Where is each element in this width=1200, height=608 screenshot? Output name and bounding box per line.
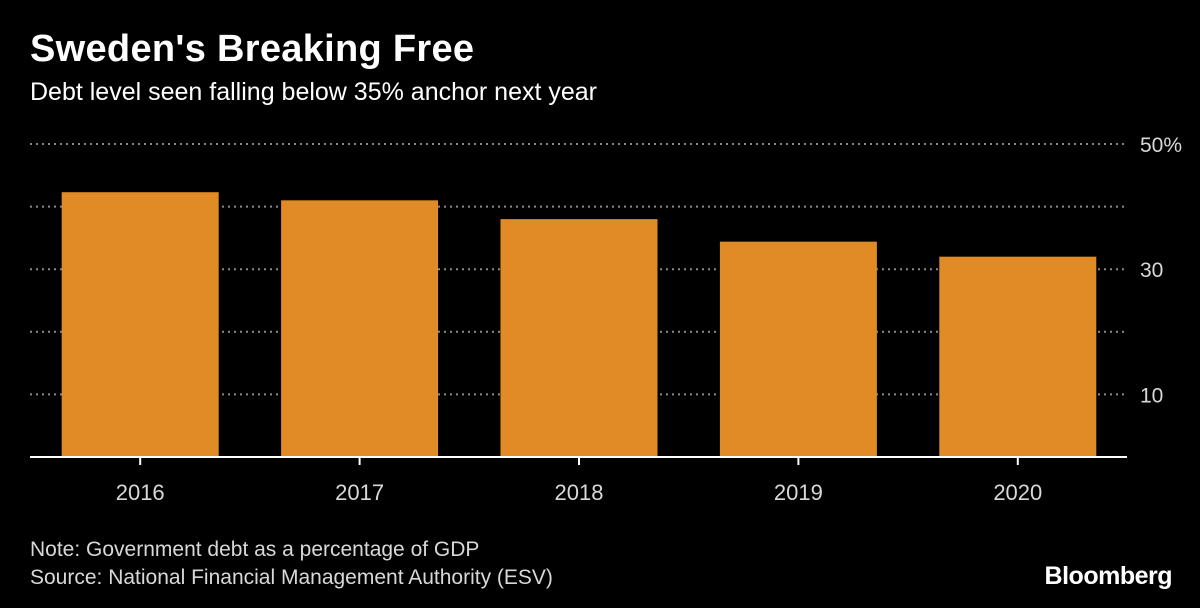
x-tick-label: 2019 xyxy=(774,480,823,505)
bar-2016 xyxy=(61,192,219,457)
bar-2017 xyxy=(281,200,439,457)
x-tick-label: 2017 xyxy=(335,480,384,505)
bar-2019 xyxy=(719,241,877,457)
y-tick-label: 30 xyxy=(1140,259,1163,282)
x-tick-label: 2016 xyxy=(116,480,165,505)
chart-note: Note: Government debt as a percentage of… xyxy=(30,538,480,561)
chart-subtitle: Debt level seen falling below 35% anchor… xyxy=(30,78,598,106)
bar-2018 xyxy=(500,219,658,457)
chart-title: Sweden's Breaking Free xyxy=(30,28,475,70)
x-tick-label: 2020 xyxy=(993,480,1042,505)
y-tick-label: 50% xyxy=(1140,134,1182,157)
bar-2020 xyxy=(939,256,1097,457)
x-tick-label: 2018 xyxy=(555,480,604,505)
chart-source: Source: National Financial Management Au… xyxy=(30,566,553,589)
y-tick-label: 10 xyxy=(1140,384,1163,407)
bloomberg-logo: Bloomberg xyxy=(1044,562,1173,590)
